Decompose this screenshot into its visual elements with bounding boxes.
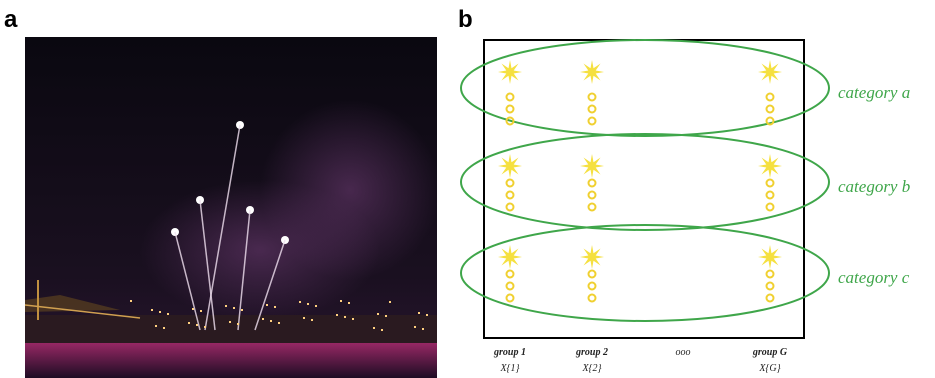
member <box>589 106 596 113</box>
frame <box>484 40 804 338</box>
city-light <box>373 327 375 329</box>
city-light <box>377 313 379 315</box>
city-light <box>163 327 165 329</box>
city-light <box>237 323 239 325</box>
city-light <box>381 329 383 331</box>
group-variable: X{1} <box>499 363 519 374</box>
city-light <box>188 322 190 324</box>
star <box>758 154 782 178</box>
city-light <box>241 309 243 311</box>
city-light <box>200 310 202 312</box>
diagram: category a category b category c group 1 X{1… <box>461 40 910 374</box>
member <box>589 271 596 278</box>
city-light <box>344 316 346 318</box>
city-light <box>130 300 132 302</box>
star <box>580 60 604 84</box>
star <box>580 245 604 269</box>
category-label: category c <box>838 268 910 287</box>
member <box>507 192 514 199</box>
member <box>589 204 596 211</box>
member <box>767 106 774 113</box>
city-light <box>151 309 153 311</box>
member <box>767 271 774 278</box>
city-light <box>385 315 387 317</box>
city-light <box>389 301 391 303</box>
group-variable: X{G} <box>758 363 780 374</box>
city-light <box>414 326 416 328</box>
member <box>507 180 514 187</box>
star <box>758 245 782 269</box>
group-label: group 1 <box>493 347 526 358</box>
ellipsis: ooo <box>676 347 691 358</box>
group-label: group G <box>752 347 788 358</box>
panel-label: b <box>458 6 473 33</box>
fireworks-photo <box>25 37 440 378</box>
city-light <box>352 318 354 320</box>
member <box>767 295 774 302</box>
star <box>498 154 522 178</box>
city-light <box>204 326 206 328</box>
city-light <box>266 304 268 306</box>
city-light <box>262 318 264 320</box>
member <box>507 106 514 113</box>
city-light <box>233 307 235 309</box>
star <box>580 154 604 178</box>
member <box>589 118 596 125</box>
member <box>767 283 774 290</box>
city-light <box>311 319 313 321</box>
member <box>507 295 514 302</box>
panel-label: a <box>4 6 18 33</box>
member <box>767 192 774 199</box>
city-light <box>315 305 317 307</box>
city-light <box>274 306 276 308</box>
city-light <box>418 312 420 314</box>
category-label: category b <box>838 177 910 196</box>
city-light <box>422 328 424 330</box>
city-light <box>192 308 194 310</box>
member <box>767 94 774 101</box>
group-label: group 2 <box>575 347 608 358</box>
member <box>507 283 514 290</box>
star <box>498 60 522 84</box>
group-variable: X{2} <box>581 363 601 374</box>
star <box>498 245 522 269</box>
city-light <box>159 311 161 313</box>
member <box>589 192 596 199</box>
member <box>589 94 596 101</box>
member <box>507 271 514 278</box>
star <box>758 60 782 84</box>
category-label: category a <box>838 83 910 102</box>
member <box>767 204 774 211</box>
member <box>589 180 596 187</box>
city-light <box>303 317 305 319</box>
member <box>589 283 596 290</box>
city-light <box>348 302 350 304</box>
city-light <box>426 314 428 316</box>
city-light <box>225 305 227 307</box>
city-light <box>278 322 280 324</box>
city-light <box>155 325 157 327</box>
member <box>507 204 514 211</box>
city-light <box>299 301 301 303</box>
city-light <box>229 321 231 323</box>
figure: a b category a category b category c group … <box>0 0 935 378</box>
city-light <box>167 313 169 315</box>
member <box>507 94 514 101</box>
city-light <box>340 300 342 302</box>
city-light <box>196 324 198 326</box>
city-light <box>307 303 309 305</box>
city-light <box>270 320 272 322</box>
city-light <box>336 314 338 316</box>
member <box>767 180 774 187</box>
member <box>589 295 596 302</box>
